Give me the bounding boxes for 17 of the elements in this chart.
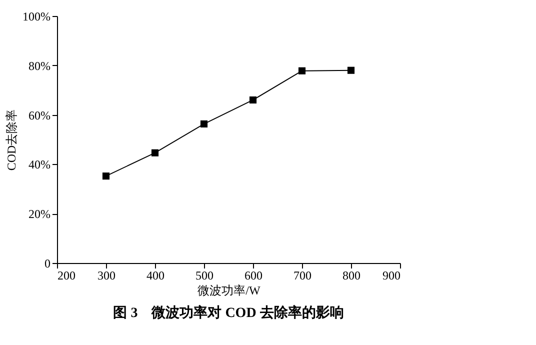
y-tick-label: 60%: [28, 108, 50, 122]
x-tick-label: 800: [342, 268, 360, 282]
y-axis-title: COD去除率: [4, 109, 19, 171]
x-tick-label: 500: [196, 268, 214, 282]
y-tick-label: 0: [44, 256, 50, 270]
y-tick-label: 20%: [28, 207, 50, 222]
x-tick-label: 900: [382, 268, 400, 282]
y-tick-label: 100%: [22, 10, 50, 24]
y-tick-label: 40%: [28, 158, 50, 172]
x-tick-label: 200: [58, 268, 76, 282]
x-tick-label: 400: [146, 268, 164, 282]
x-tick-label: 300: [98, 268, 116, 282]
x-tick-label: 700: [294, 268, 312, 282]
x-axis-title: 微波功率/W: [198, 284, 261, 298]
y-tick-label: 80%: [28, 58, 50, 73]
text: 图 3 微波功率对 COD 去除率的影响: [113, 304, 344, 321]
x-tick-label: 600: [244, 268, 262, 282]
